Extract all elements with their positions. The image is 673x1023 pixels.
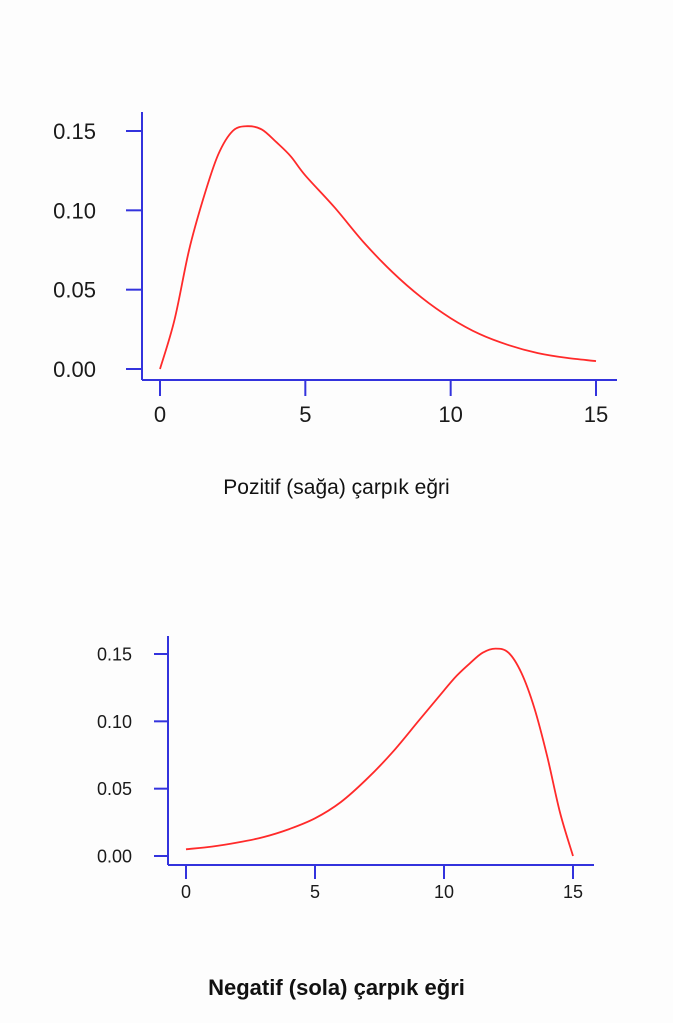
- bottom-y-tick-label: 0.05: [97, 779, 132, 799]
- top-x-tick-label: 5: [299, 402, 311, 427]
- bottom-x-tick-label: 10: [434, 882, 454, 902]
- bottom-y-tick-label: 0.10: [97, 712, 132, 732]
- bottom-x-tick-label: 5: [310, 882, 320, 902]
- top-y-tick-label: 0.05: [53, 278, 96, 303]
- top-y-tick-label: 0.10: [53, 198, 96, 223]
- bottom-y-tick-label: 0.00: [97, 846, 132, 866]
- bottom-x-tick-label: 0: [181, 882, 191, 902]
- negative-skew-caption: Negatif (sola) çarpık eğri: [208, 975, 465, 1000]
- bottom-series-line: [185, 647, 574, 857]
- top-x-tick-label: 10: [438, 402, 462, 427]
- bottom-y-tick-label: 0.15: [97, 644, 132, 664]
- top-series-line: [159, 125, 597, 370]
- positive-skew-caption: Pozitif (sağa) çarpık eğri: [223, 476, 450, 499]
- negative-skew-chart: 0.00 0.05 0.10 0.15 0 5 10 15: [97, 636, 594, 902]
- top-y-tick-label: 0.15: [53, 119, 96, 144]
- positive-skew-chart: 0.00 0.05 0.10 0.15 0 5 10 15: [53, 112, 617, 427]
- top-x-tick-label: 0: [154, 402, 166, 427]
- bottom-x-tick-label: 15: [563, 882, 583, 902]
- top-y-tick-label: 0.00: [53, 357, 96, 382]
- top-x-tick-label: 15: [584, 402, 608, 427]
